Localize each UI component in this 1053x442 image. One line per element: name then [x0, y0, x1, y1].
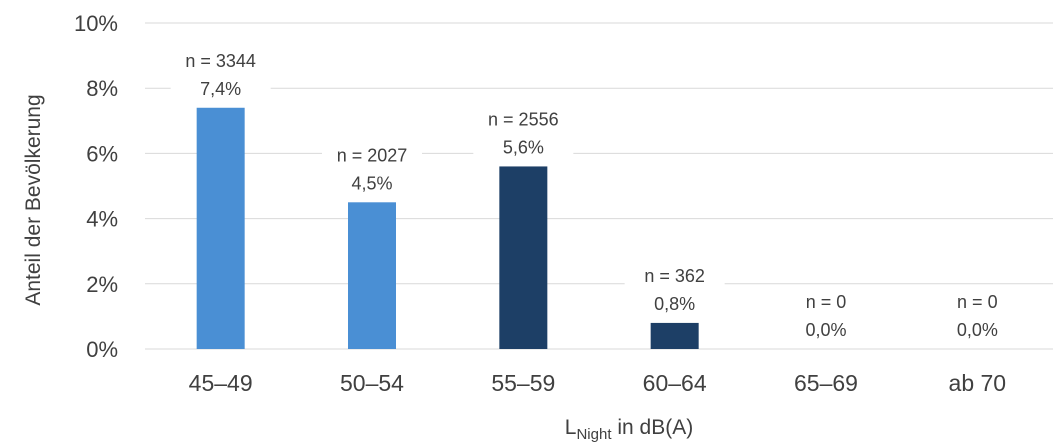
n-label: n = 362: [644, 266, 705, 286]
data-label-background: [624, 262, 725, 315]
y-tick-labels: 0% 2% 4% 6% 8% 10%: [74, 11, 118, 362]
bar: [499, 166, 548, 349]
x-tick-labels: 45–49 50–54 55–59 60–64 65–69 ab 70: [189, 370, 1006, 396]
x-tick-label: 45–49: [189, 370, 253, 396]
y-tick-label: 10%: [74, 11, 118, 36]
y-tick-label: 8%: [86, 76, 118, 101]
bar: [650, 322, 699, 349]
value-label: 0,0%: [805, 320, 846, 340]
data-label-background: [776, 289, 876, 341]
n-label: n = 2027: [337, 145, 408, 165]
y-tick-label: 4%: [86, 207, 118, 232]
x-axis-title: LNight in dB(A): [565, 416, 693, 442]
bars: [196, 107, 699, 349]
value-label: 5,6%: [503, 137, 544, 157]
x-tick-label: 60–64: [643, 370, 707, 396]
bar: [196, 107, 245, 349]
x-tick-label: 50–54: [340, 370, 404, 396]
x-axis-title-base: L: [565, 416, 577, 439]
data-label-background: [322, 142, 422, 195]
n-label: n = 0: [806, 292, 847, 312]
value-label: 0,8%: [654, 294, 695, 314]
gridlines: [145, 22, 1053, 350]
x-tick-label: ab 70: [949, 370, 1007, 396]
data-label-background: [927, 289, 1028, 341]
x-tick-label: 55–59: [491, 370, 555, 396]
y-axis-title: Anteil der Bevölkerung: [22, 94, 45, 305]
data-label-background: [473, 106, 574, 159]
data-labels: n = 3344 7,4% n = 2027 4,5% n = 2556 5,6% n = …: [170, 47, 1028, 341]
y-tick-label: 0%: [86, 337, 118, 362]
bar: [348, 202, 396, 349]
x-axis-title-subscript: Night: [576, 426, 612, 442]
n-label: n = 2556: [488, 109, 559, 129]
y-tick-label: 6%: [86, 141, 118, 166]
value-label: 0,0%: [957, 320, 998, 340]
value-label: 4,5%: [351, 173, 392, 193]
y-tick-label: 2%: [86, 272, 118, 297]
x-axis-title-suffix: in dB(A): [612, 416, 694, 439]
value-label: 7,4%: [200, 79, 241, 99]
x-tick-label: 65–69: [794, 370, 858, 396]
data-label-background: [170, 47, 271, 100]
n-label: n = 3344: [185, 51, 256, 71]
n-label: n = 0: [957, 292, 998, 312]
